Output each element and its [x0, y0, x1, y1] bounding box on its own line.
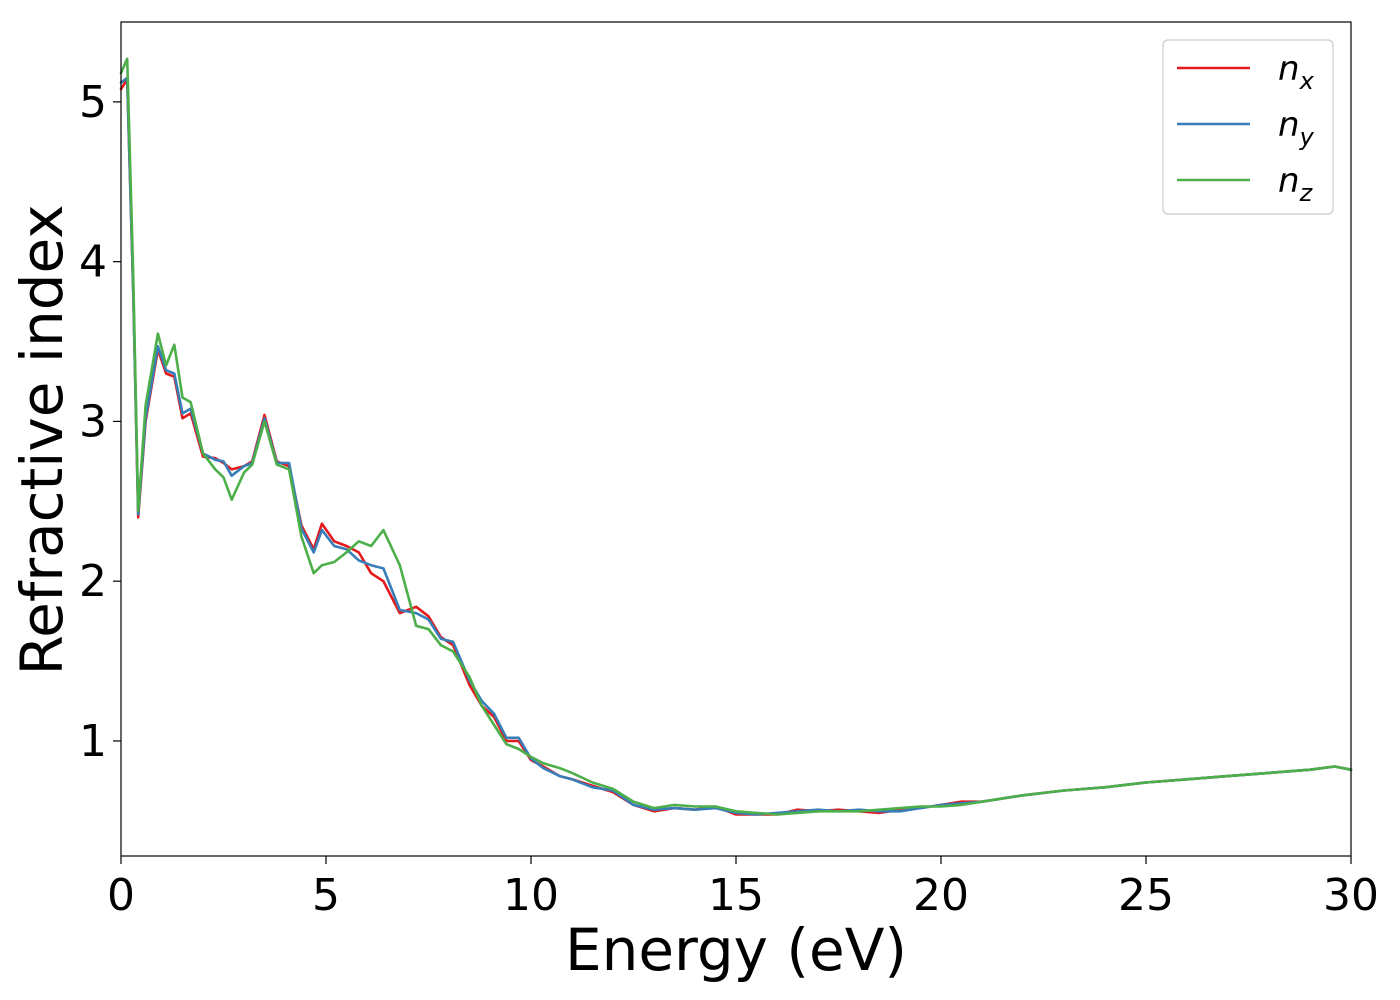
plot-area: [121, 22, 1351, 856]
legend-frame: [1162, 39, 1334, 215]
ticks-layer: 0 5 10 15 20 25 30 1 2 3 4 5: [79, 77, 1379, 921]
legend-label-x: nx: [1278, 49, 1315, 95]
y-tick-label: 2: [79, 556, 107, 607]
x-tick-label: 0: [107, 870, 135, 921]
x-tick-label: 15: [708, 870, 764, 921]
y-tick-label: 3: [79, 396, 107, 447]
y-tick-label: 1: [79, 716, 107, 767]
series-line-y: [119, 76, 1353, 816]
x-axis-title: Energy (eV): [565, 916, 907, 984]
x-tick-label: 5: [312, 870, 340, 921]
x-tick-label: 20: [913, 870, 969, 921]
y-axis-title: Refractive index: [8, 204, 76, 675]
legend-label-z: nz: [1278, 161, 1314, 207]
x-tick-label: 25: [1118, 870, 1174, 921]
y-tick-label: 5: [79, 77, 107, 128]
x-tick-label: 30: [1323, 870, 1379, 921]
legend: nx ny nz: [1162, 39, 1334, 215]
series-layer: [119, 57, 1353, 816]
x-tick-label: 10: [503, 870, 559, 921]
y-tick-label: 4: [79, 237, 107, 288]
series-line-z: [119, 57, 1353, 816]
legend-label-y: ny: [1278, 105, 1315, 151]
